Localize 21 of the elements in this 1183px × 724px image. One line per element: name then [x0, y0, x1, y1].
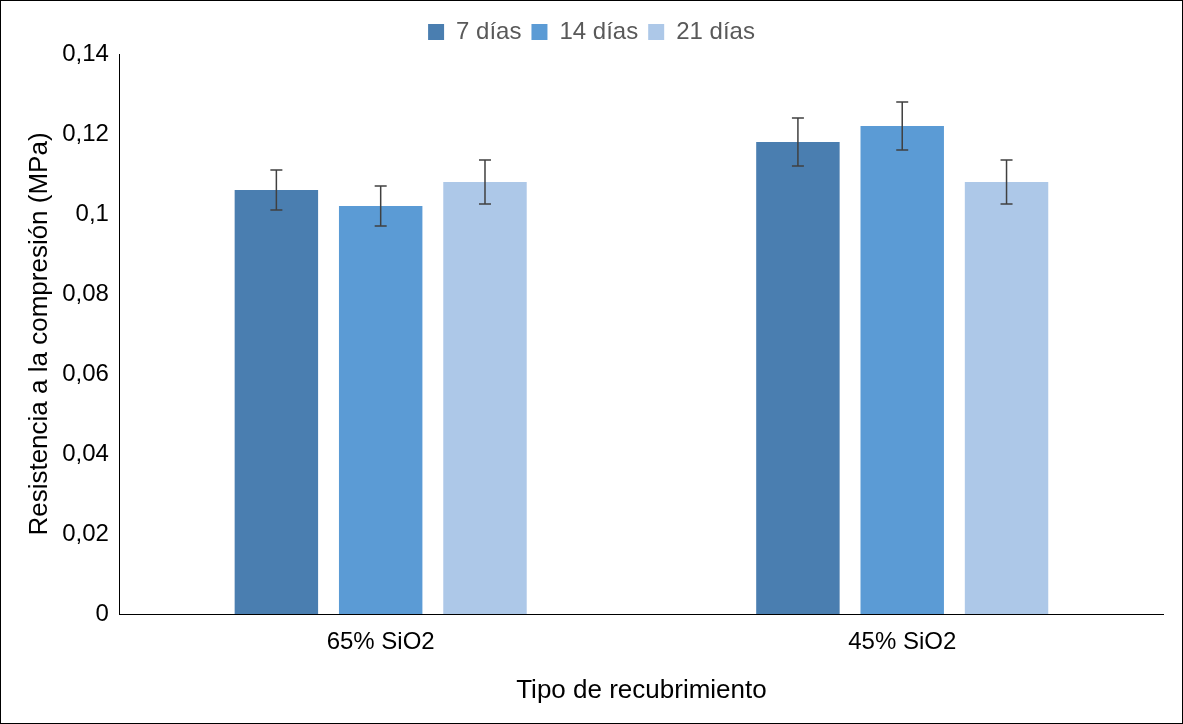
- y-tick-label: 0,08: [62, 278, 109, 306]
- bar: [860, 126, 944, 614]
- y-axis-title: Resistencia a la compresión (MPa): [22, 132, 53, 536]
- bar: [964, 182, 1049, 614]
- y-tick-label: 0,06: [62, 358, 109, 386]
- bar: [756, 142, 840, 614]
- y-tick-label: 0,04: [62, 438, 109, 466]
- x-axis-title: Tipo de recubrimiento: [516, 673, 767, 704]
- y-tick-label: 0,1: [75, 198, 109, 226]
- bar: [234, 190, 319, 614]
- legend-label: 7 días: [456, 16, 522, 44]
- y-tick-label: 0: [95, 598, 109, 626]
- legend-label: 14 días: [559, 16, 639, 44]
- y-tick-label: 0,02: [62, 518, 109, 546]
- legend-label: 21 días: [676, 16, 755, 44]
- y-tick-label: 0,14: [62, 38, 109, 66]
- bar: [338, 206, 423, 614]
- bar: [443, 182, 527, 614]
- y-tick-label: 0,12: [62, 118, 109, 146]
- x-tick-label: 65% SiO2: [326, 627, 435, 655]
- x-tick-label: 45% SiO2: [848, 627, 957, 655]
